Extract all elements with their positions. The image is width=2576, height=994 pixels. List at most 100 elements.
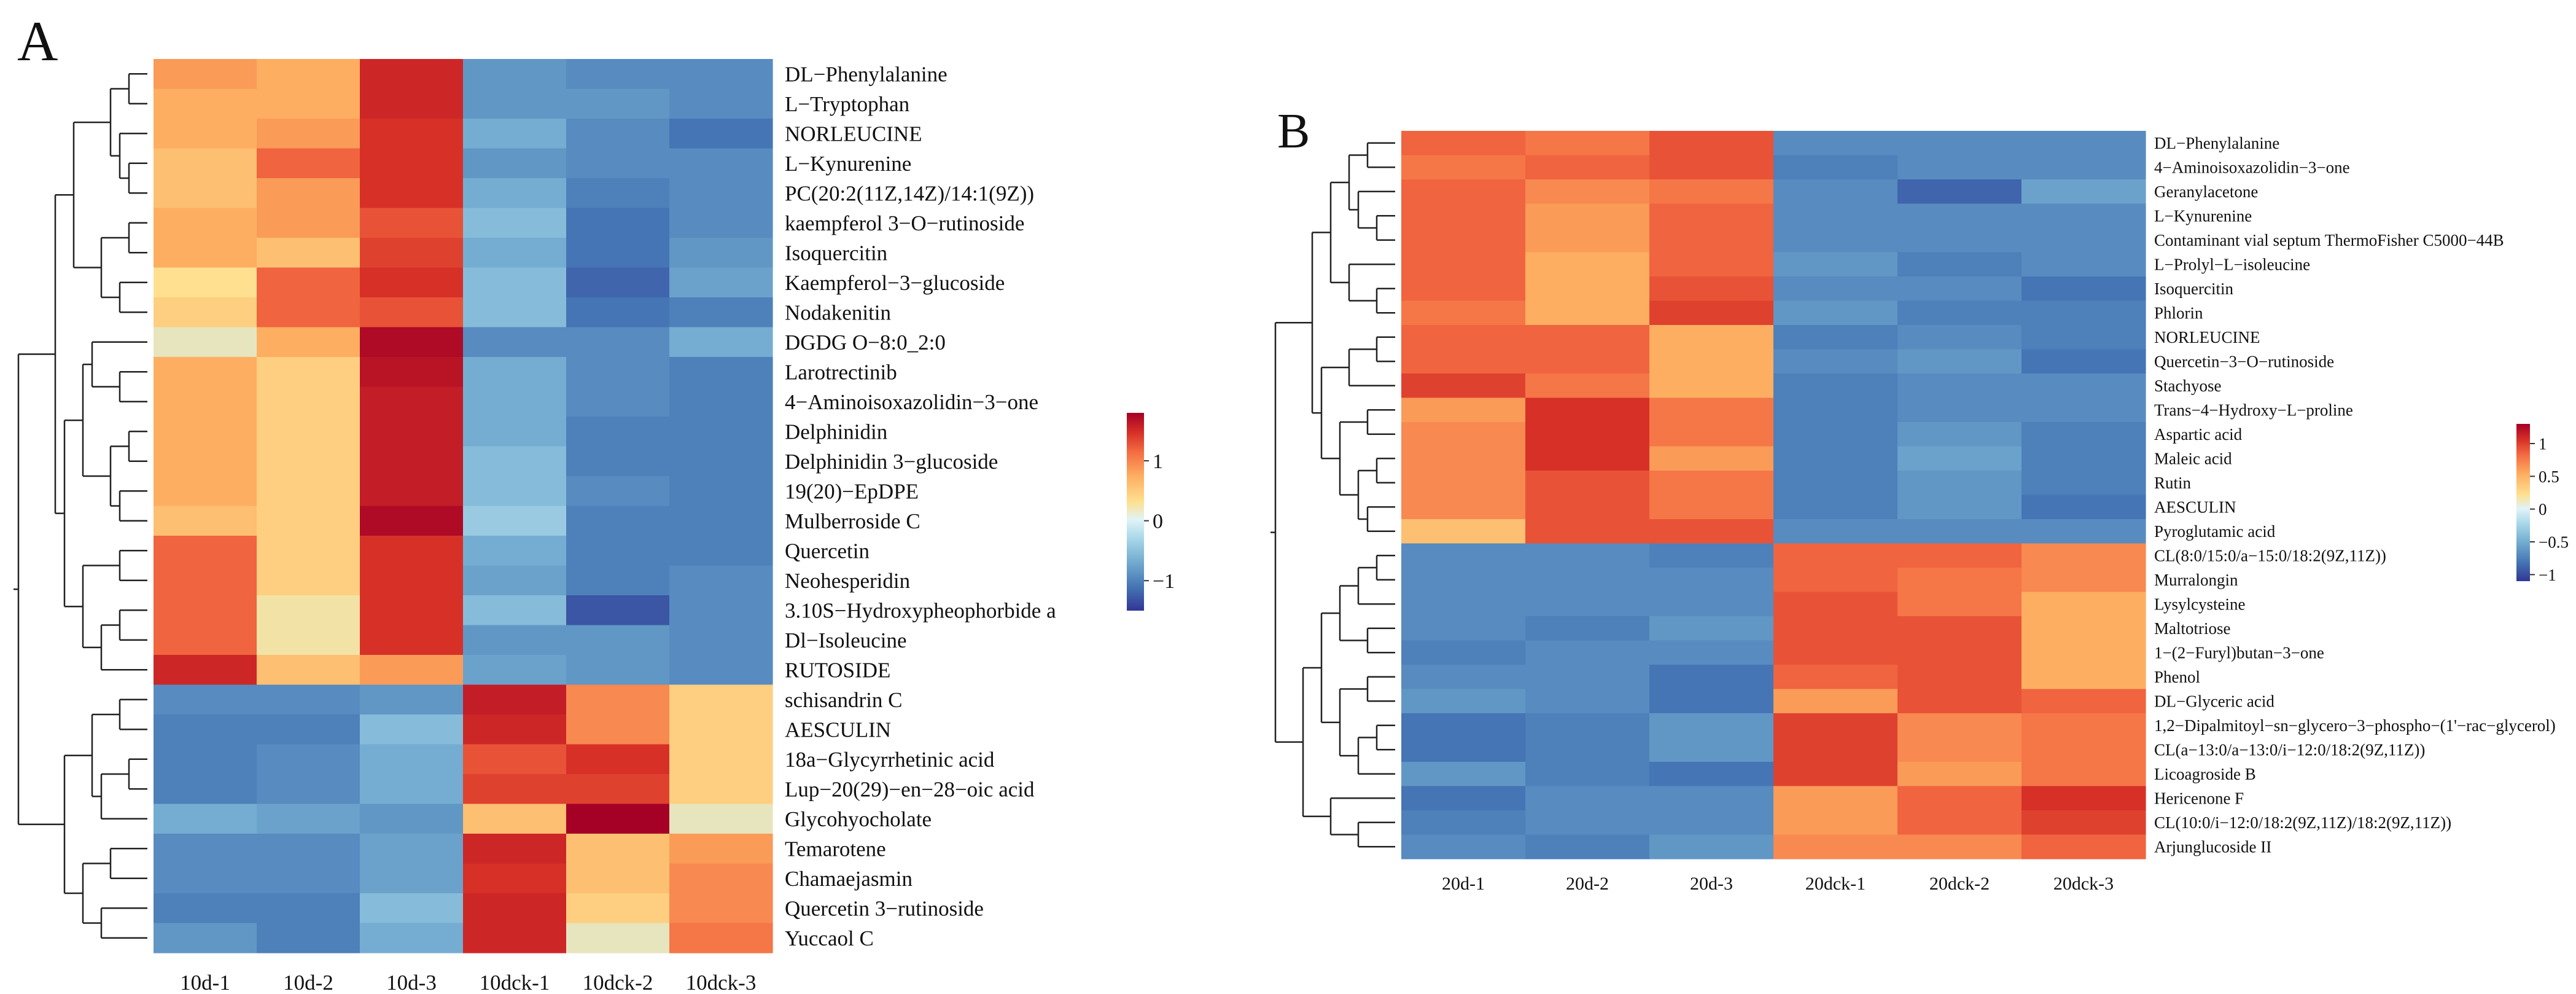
heatmap-cell xyxy=(1773,834,1898,859)
colorbar-tick-label: −1 xyxy=(1153,570,1175,593)
heatmap-cell xyxy=(566,834,670,864)
heatmap-cell xyxy=(257,327,360,358)
heatmap-cell xyxy=(1525,179,1650,205)
heatmap-cell xyxy=(2021,374,2146,399)
heatmap-cell xyxy=(1897,543,2022,568)
heatmap-cell xyxy=(257,595,360,626)
heatmap-cell xyxy=(1649,640,1774,665)
row-label: Hericenone F xyxy=(2154,789,2244,808)
heatmap-cell xyxy=(1401,203,1526,229)
heatmap-cell xyxy=(1525,568,1650,593)
heatmap-cell xyxy=(360,863,464,894)
heatmap-cell xyxy=(669,119,773,149)
heatmap-cell xyxy=(154,923,257,953)
heatmap-cell xyxy=(257,59,360,90)
heatmap-cell xyxy=(257,119,360,149)
column-label: 10dck-1 xyxy=(480,971,550,994)
heatmap-cell xyxy=(1525,713,1650,738)
row-label: Chamaejasmin xyxy=(785,867,912,891)
heatmap-cell xyxy=(1773,228,1898,253)
heatmap-cell xyxy=(154,59,257,90)
heatmap-cell xyxy=(1649,325,1774,350)
heatmap-cell xyxy=(1897,592,2022,617)
colorbar-tick-label: −1 xyxy=(2539,566,2556,584)
heatmap-panel-a: A DL−Phenylalanine L−Tryptophan NORLEUCINE… xyxy=(14,10,1175,994)
row-label: DGDG O−8:0_2:0 xyxy=(785,331,946,354)
column-label: 20dck-2 xyxy=(1929,874,1990,894)
row-label: DL−Phenylalanine xyxy=(785,63,948,87)
heatmap-cell xyxy=(1401,519,1526,544)
heatmap-cell xyxy=(1897,665,2022,690)
row-labels-b: DL−Phenylalanine 4−Aminoisoxazolidin−3−on… xyxy=(2154,134,2556,856)
heatmap-cell xyxy=(257,386,360,417)
heatmap-cell xyxy=(154,506,257,536)
heatmap-cell xyxy=(154,684,257,715)
heatmap-cell xyxy=(257,506,360,536)
heatmap-cell xyxy=(2021,300,2146,326)
heatmap-cell xyxy=(1525,374,1650,399)
row-label: Quercetin xyxy=(785,539,870,563)
heatmap-cell xyxy=(1401,543,1526,568)
heatmap-cell xyxy=(2021,422,2146,447)
heatmap-cell xyxy=(1401,495,1526,520)
heatmap-cell xyxy=(566,357,670,388)
heatmap-cell xyxy=(2021,155,2146,180)
heatmap-cell xyxy=(154,476,257,507)
heatmap-cell xyxy=(360,119,464,149)
heatmap-cell xyxy=(1773,519,1898,544)
heatmap-cell xyxy=(1773,665,1898,690)
heatmap-cell xyxy=(1401,689,1526,714)
heatmap-cell xyxy=(1773,568,1898,593)
row-label: Rutin xyxy=(2154,474,2192,492)
row-label: Glycohyocholate xyxy=(785,807,932,831)
heatmap-cell xyxy=(154,804,257,834)
heatmap-cell xyxy=(566,59,670,90)
heatmap-cell xyxy=(1401,155,1526,180)
heatmap-cell xyxy=(1773,155,1898,180)
heatmap-cell xyxy=(1897,325,2022,350)
heatmap-cell xyxy=(463,565,567,596)
heatmap-cell xyxy=(463,625,567,655)
heatmap-cell xyxy=(1773,374,1898,399)
heatmap-cell xyxy=(566,863,670,894)
heatmap-cell xyxy=(2021,689,2146,714)
heatmap-cell xyxy=(1401,374,1526,399)
row-label: Isoquercitin xyxy=(785,241,887,265)
heatmap-cell xyxy=(1401,131,1526,156)
heatmap-cell xyxy=(463,506,567,536)
heatmap-cell xyxy=(1897,276,2022,302)
heatmap-cell xyxy=(360,417,464,447)
heatmap-cell xyxy=(669,178,773,209)
heatmap-cell xyxy=(1773,203,1898,229)
heatmap-cell xyxy=(669,565,773,596)
row-label: Contaminant vial septum ThermoFisher C50… xyxy=(2154,231,2504,249)
heatmap-cell xyxy=(1897,495,2022,520)
heatmap-cell xyxy=(154,119,257,149)
heatmap-cell xyxy=(1897,228,2022,253)
row-label: CL(10:0/i−12:0/18:2(9Z,11Z)/18:2(9Z,11Z)… xyxy=(2154,813,2451,832)
column-label: 20d-3 xyxy=(1690,874,1733,894)
heatmap-cell xyxy=(463,88,567,119)
heatmap-cell xyxy=(1525,786,1650,811)
heatmap-cell xyxy=(669,417,773,447)
heatmap-cell xyxy=(1773,276,1898,302)
heatmap-cell xyxy=(154,863,257,894)
heatmap-cell xyxy=(154,625,257,655)
heatmap-cell xyxy=(1649,616,1774,641)
heatmap-cell xyxy=(669,893,773,924)
heatmap-cell xyxy=(154,446,257,477)
heatmap-cell xyxy=(566,148,670,179)
row-label: Lup−20(29)−en−28−oic acid xyxy=(785,778,1035,802)
row-label: Delphinidin 3−glucoside xyxy=(785,450,998,474)
heatmap-cell xyxy=(1525,349,1650,374)
heatmap-cell xyxy=(1401,349,1526,374)
heatmap-cell xyxy=(257,893,360,924)
heatmap-cell xyxy=(1773,446,1898,471)
row-label: CL(a−13:0/a−13:0/i−12:0/18:2(9Z,11Z)) xyxy=(2154,741,2425,759)
heatmap-cell xyxy=(669,446,773,477)
heatmap-cell xyxy=(1401,397,1526,423)
heatmap-cell xyxy=(566,625,670,655)
heatmap-cell xyxy=(1897,446,2022,471)
heatmap-cell xyxy=(2021,276,2146,302)
